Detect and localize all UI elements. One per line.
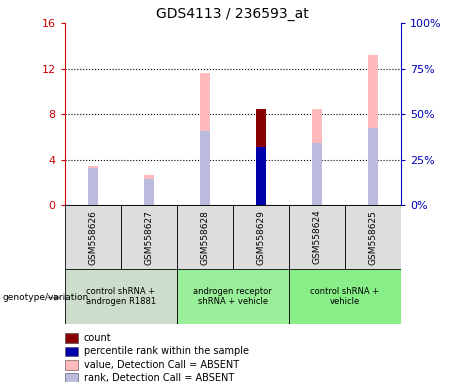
Bar <box>177 205 233 269</box>
Bar <box>65 374 78 383</box>
Bar <box>312 109 322 205</box>
Text: genotype/variation: genotype/variation <box>2 293 89 302</box>
Bar <box>88 168 98 205</box>
Text: GSM558625: GSM558625 <box>368 210 378 265</box>
Text: rank, Detection Call = ABSENT: rank, Detection Call = ABSENT <box>84 373 234 383</box>
Bar <box>368 128 378 205</box>
Bar <box>345 205 401 269</box>
Bar <box>289 269 401 324</box>
Text: GSM558626: GSM558626 <box>88 210 97 265</box>
Bar <box>88 166 98 205</box>
Bar <box>233 205 289 269</box>
Text: control shRNA +
vehicle: control shRNA + vehicle <box>310 287 379 306</box>
Bar <box>368 55 378 205</box>
Text: GSM558629: GSM558629 <box>256 210 266 265</box>
Bar <box>177 269 289 324</box>
Text: value, Detection Call = ABSENT: value, Detection Call = ABSENT <box>84 360 239 370</box>
Bar <box>65 360 78 370</box>
Bar <box>256 109 266 205</box>
Bar <box>144 175 154 205</box>
Bar <box>200 131 210 205</box>
Bar <box>312 143 322 205</box>
Text: control shRNA +
androgen R1881: control shRNA + androgen R1881 <box>86 287 156 306</box>
Bar <box>200 73 210 205</box>
Bar <box>65 333 78 343</box>
Bar <box>121 205 177 269</box>
Bar <box>65 205 121 269</box>
Bar <box>256 109 266 205</box>
Text: count: count <box>84 333 112 343</box>
Text: GSM558627: GSM558627 <box>144 210 153 265</box>
Text: GSM558628: GSM558628 <box>200 210 209 265</box>
Bar <box>289 205 345 269</box>
Bar <box>256 147 266 205</box>
Title: GDS4113 / 236593_at: GDS4113 / 236593_at <box>156 7 309 21</box>
Bar <box>65 269 177 324</box>
Bar <box>144 179 154 205</box>
Bar <box>65 347 78 356</box>
Text: androgen receptor
shRNA + vehicle: androgen receptor shRNA + vehicle <box>194 287 272 306</box>
Text: GSM558624: GSM558624 <box>313 210 321 265</box>
Bar <box>256 147 266 205</box>
Text: percentile rank within the sample: percentile rank within the sample <box>84 346 249 356</box>
